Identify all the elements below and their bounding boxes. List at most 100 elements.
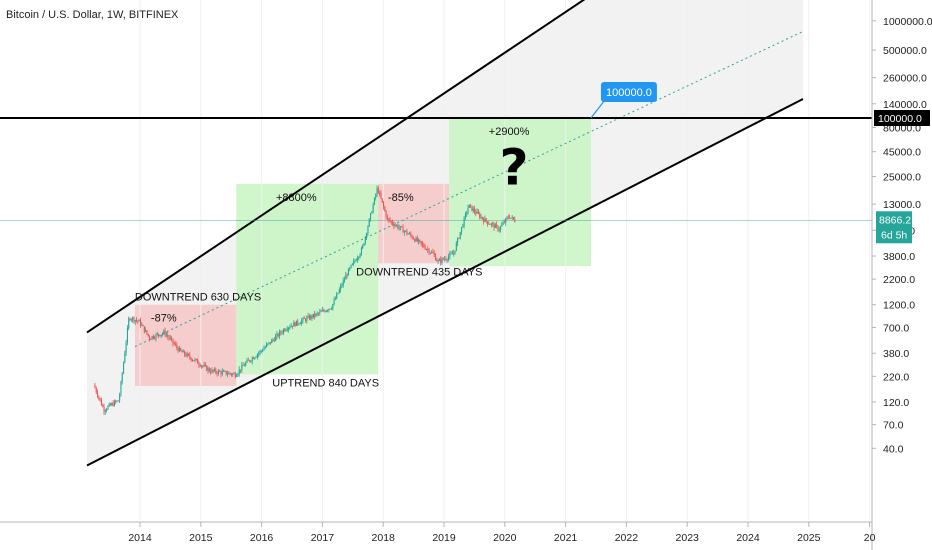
candle-body-143	[280, 331, 282, 333]
candle-body-235	[399, 226, 401, 228]
candle-body-316	[505, 218, 507, 223]
candle-body-195	[347, 268, 349, 276]
candle-body-258	[429, 252, 431, 254]
candle-body-210	[367, 226, 369, 234]
candle-body-8	[104, 410, 106, 412]
candle-body-248	[416, 237, 418, 242]
candle-body-182	[331, 308, 333, 310]
candle-body-55	[165, 334, 167, 336]
candle-body-220	[380, 193, 382, 199]
current-price-tag-label: 8866.2	[879, 214, 911, 226]
candle-body-69	[184, 351, 186, 355]
candle-body-35	[139, 319, 141, 326]
y-tick-label-10: 2200.0	[883, 274, 915, 286]
candle-body-280	[458, 238, 460, 239]
x-tick-label-3: 2017	[311, 532, 335, 544]
candle-body-41	[147, 333, 149, 336]
candle-body-13	[111, 403, 113, 406]
candle-body-135	[269, 342, 271, 344]
zone-pct-label-0: -87%	[151, 313, 177, 325]
callout-label: 100000.0	[606, 87, 652, 99]
candle-body-99	[223, 371, 225, 372]
candle-body-139	[275, 336, 277, 341]
candle-body-237	[402, 226, 404, 233]
candle-body-174	[320, 311, 322, 313]
candle-body-124	[255, 356, 257, 358]
candle-body-109	[236, 375, 238, 377]
candle-body-266	[440, 259, 442, 263]
candle-body-215	[373, 197, 375, 205]
candle-body-48	[156, 333, 158, 335]
candle-body-4	[99, 397, 101, 400]
y-tick-label-15: 120.0	[883, 397, 909, 409]
candle-body-204	[359, 254, 361, 257]
hline-price-tag	[874, 110, 930, 126]
x-tick-label-9: 2023	[676, 532, 700, 544]
candle-body-2	[97, 392, 99, 397]
candle-body-39	[145, 330, 147, 332]
candle-body-196	[349, 267, 351, 269]
candle-body-88	[208, 368, 210, 372]
candle-body-300	[484, 218, 486, 222]
candle-body-178	[325, 310, 327, 312]
candle-body-78	[195, 359, 197, 361]
grid	[139, 0, 871, 520]
candle-body-173	[319, 311, 321, 314]
candle-body-293	[475, 211, 477, 214]
candle-body-14	[112, 403, 114, 406]
y-tick-label-3: 140000.0	[883, 99, 927, 111]
current-price-tag	[876, 211, 912, 244]
candle-body-247	[415, 237, 417, 242]
candle-body-253	[423, 244, 425, 248]
candle-body-238	[403, 231, 405, 233]
candle-body-19	[119, 395, 121, 401]
candle-body-225	[386, 217, 388, 219]
candle-body-70	[185, 354, 187, 357]
candle-body-211	[368, 218, 370, 227]
candle-body-63	[176, 344, 178, 348]
candle-body-242	[409, 233, 411, 235]
candle-body-76	[193, 360, 195, 361]
candle-body-119	[249, 360, 251, 362]
candle-body-9	[106, 409, 108, 411]
candle-body-130	[263, 348, 265, 351]
candle-body-85	[204, 364, 206, 366]
candle-body-133	[267, 343, 269, 345]
candle-body-28	[130, 319, 132, 321]
question-mark: ?	[499, 139, 528, 197]
candle-body-65	[178, 348, 180, 352]
candle-body-134	[268, 342, 270, 344]
callout-connector	[590, 99, 606, 119]
candle-body-154	[294, 322, 296, 326]
candle-body-285	[464, 213, 466, 218]
candle-body-103	[228, 372, 230, 375]
candle-body-161	[303, 318, 305, 319]
candle-body-61	[173, 343, 175, 345]
candle-body-0	[94, 384, 96, 389]
candle-body-30	[133, 317, 135, 322]
candle-body-254	[424, 247, 426, 250]
candle-body-136	[271, 339, 273, 344]
zone-up-3	[449, 118, 591, 267]
candle-body-62	[175, 344, 177, 345]
candle-body-105	[230, 373, 232, 375]
candle-body-126	[258, 352, 260, 355]
candle-body-200	[354, 260, 356, 262]
candle-body-267	[441, 258, 443, 263]
candle-body-74	[190, 357, 192, 361]
candle-body-268	[442, 258, 444, 260]
candle-body-43	[150, 338, 152, 340]
candle-body-312	[500, 226, 502, 230]
candle-body-155	[295, 320, 297, 326]
candle-body-66	[180, 348, 182, 351]
candle-body-276	[453, 252, 455, 255]
candle-body-314	[502, 222, 504, 225]
candle-body-32	[136, 320, 138, 321]
candle-body-34	[138, 319, 140, 322]
candle-body-153	[293, 322, 295, 327]
candle-body-228	[390, 221, 392, 223]
candle-body-169	[314, 313, 316, 317]
